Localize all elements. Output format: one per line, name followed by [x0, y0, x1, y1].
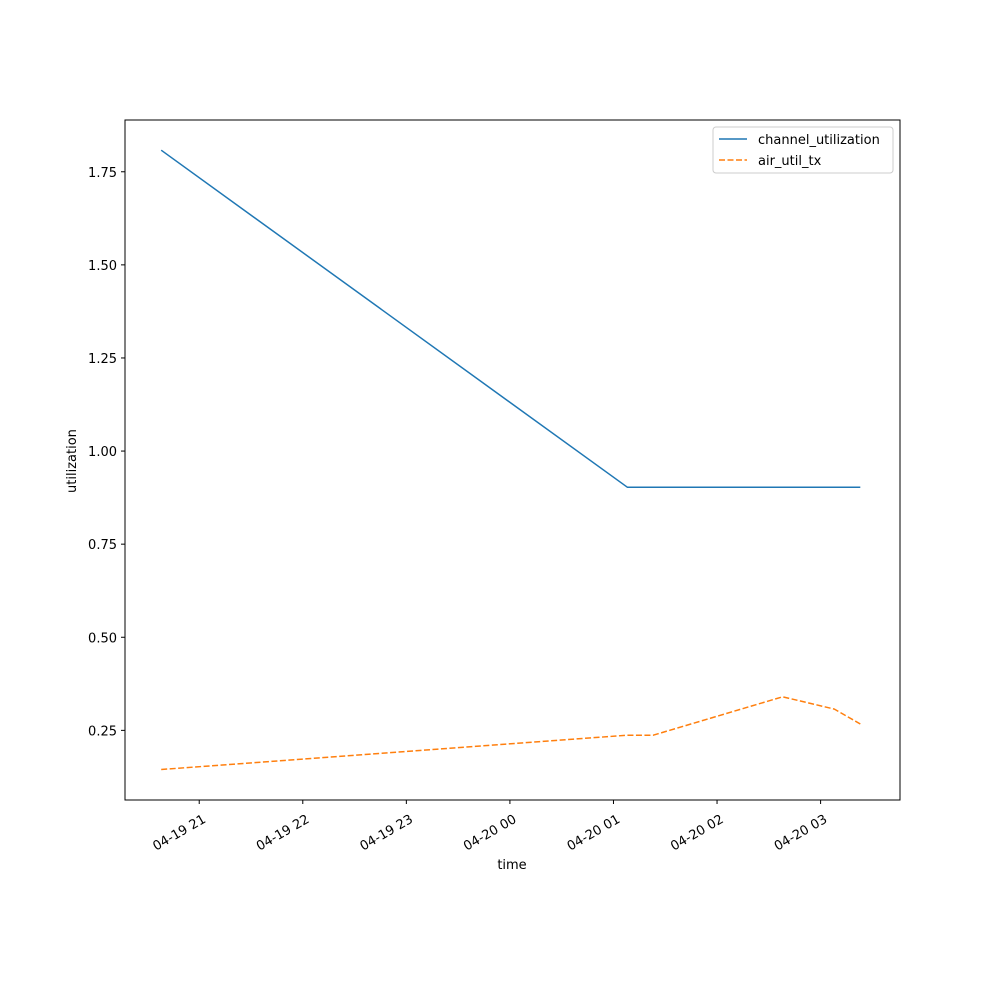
legend-label-channel-utilization: channel_utilization — [758, 133, 880, 148]
y-tick-label: 0.25 — [88, 724, 117, 739]
plot-frame — [124, 119, 901, 801]
y-tick-label: 0.50 — [88, 631, 117, 646]
y-tick-label: 1.50 — [88, 259, 117, 274]
legend: channel_utilization air_util_tx — [712, 126, 894, 174]
y-tick-label: 1.25 — [88, 352, 117, 367]
legend-label-air-util-tx: air_util_tx — [758, 154, 822, 169]
series-layer — [160, 149, 861, 771]
x-axis-label: time — [497, 858, 526, 873]
series-line-channel-utilization — [160, 149, 861, 488]
y-tick-label: 1.75 — [88, 166, 117, 181]
legend-box — [712, 126, 894, 174]
y-axis-label: utilization — [65, 429, 80, 493]
y-tick-label: 1.00 — [88, 445, 117, 460]
y-axis: 0.25 0.50 0.75 1.00 1.25 1.50 1.75 — [88, 166, 125, 739]
y-tick-label: 0.75 — [88, 538, 117, 553]
